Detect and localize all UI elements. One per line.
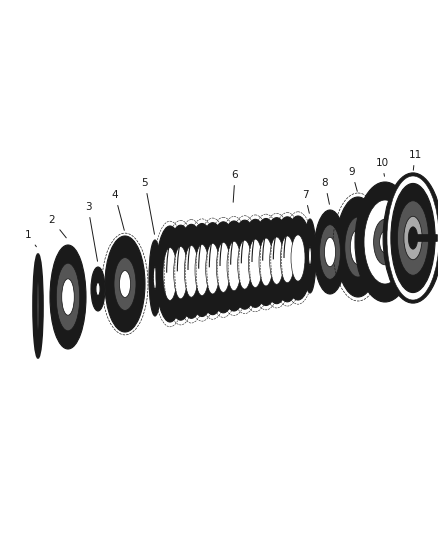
Ellipse shape [105,236,145,332]
Ellipse shape [308,247,311,265]
Ellipse shape [227,241,241,290]
Ellipse shape [364,200,406,284]
Ellipse shape [33,254,43,358]
Text: 6: 6 [232,170,238,202]
Text: 2: 2 [49,215,66,238]
Ellipse shape [404,216,422,260]
Ellipse shape [195,245,209,296]
Ellipse shape [408,227,418,249]
Ellipse shape [374,219,396,265]
Text: 9: 9 [349,167,357,191]
Ellipse shape [238,240,252,289]
Ellipse shape [153,266,157,289]
Ellipse shape [280,236,294,282]
Text: 1: 1 [25,230,36,247]
Ellipse shape [391,183,435,293]
Ellipse shape [380,231,390,253]
Ellipse shape [273,217,301,302]
Ellipse shape [270,237,284,284]
Ellipse shape [220,221,248,311]
Ellipse shape [216,243,230,293]
Ellipse shape [206,244,220,294]
Text: 10: 10 [375,158,389,176]
Ellipse shape [62,279,74,315]
Ellipse shape [188,223,216,317]
Ellipse shape [259,238,273,286]
Ellipse shape [231,220,259,309]
Ellipse shape [149,240,161,316]
Ellipse shape [304,219,316,293]
Ellipse shape [184,246,198,297]
Ellipse shape [241,220,269,308]
Ellipse shape [325,237,336,266]
Ellipse shape [350,230,366,264]
Ellipse shape [284,216,312,300]
Ellipse shape [96,282,100,296]
Ellipse shape [91,267,105,311]
Text: 11: 11 [408,150,422,170]
Ellipse shape [156,226,184,322]
Ellipse shape [209,222,237,313]
Ellipse shape [383,173,438,303]
Text: 4: 4 [112,190,124,230]
Ellipse shape [248,239,262,287]
Ellipse shape [397,201,429,275]
Ellipse shape [37,260,39,352]
Ellipse shape [120,271,131,297]
Ellipse shape [291,235,305,281]
Ellipse shape [320,225,340,279]
Text: 5: 5 [141,178,155,235]
FancyBboxPatch shape [417,235,438,241]
Ellipse shape [199,223,227,314]
Ellipse shape [167,225,194,320]
Ellipse shape [50,245,86,349]
Ellipse shape [345,217,371,277]
Ellipse shape [252,219,280,305]
Ellipse shape [163,248,177,301]
Ellipse shape [173,247,187,299]
Ellipse shape [336,197,380,297]
Ellipse shape [387,176,438,300]
Ellipse shape [114,257,136,310]
Ellipse shape [263,217,291,304]
Text: 8: 8 [321,178,329,204]
Ellipse shape [57,263,80,331]
Ellipse shape [314,210,346,294]
Text: 3: 3 [85,202,98,261]
Ellipse shape [355,182,415,302]
Ellipse shape [177,224,205,318]
Text: 7: 7 [302,190,309,213]
